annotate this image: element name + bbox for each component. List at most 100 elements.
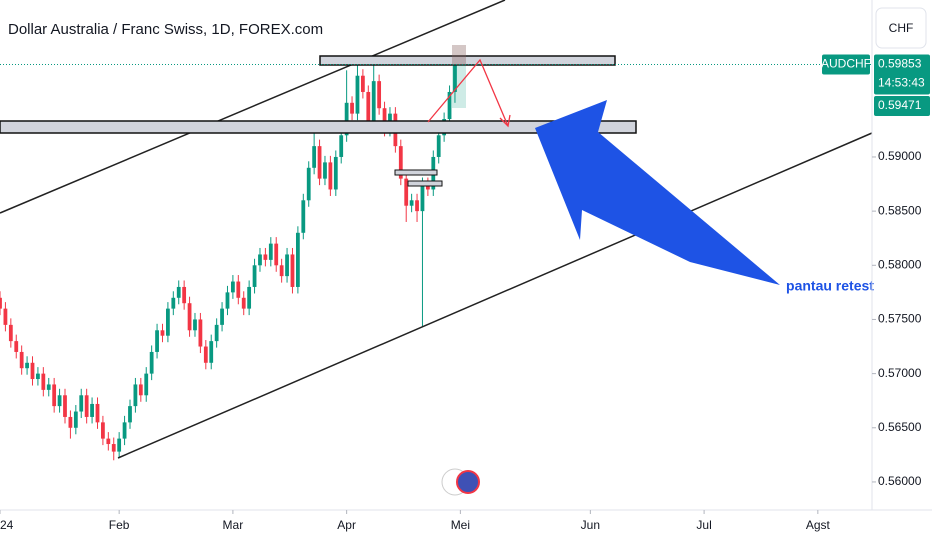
candle-body xyxy=(14,341,19,352)
currency-button-label: CHF xyxy=(889,21,914,35)
y-tick-label: 0.56500 xyxy=(878,420,922,434)
candle-body xyxy=(95,403,100,423)
candle-body xyxy=(198,319,203,347)
candle-body xyxy=(84,395,89,417)
candle-body xyxy=(128,406,132,423)
symbol-label: AUDCHF xyxy=(821,57,871,71)
candle-body xyxy=(295,232,300,287)
symbol-label-box xyxy=(822,54,870,75)
x-tick-label: Agst xyxy=(806,518,831,532)
x-tick-label: Mar xyxy=(223,518,244,532)
candle-body xyxy=(247,286,252,309)
candle-body xyxy=(166,308,170,336)
candle-body xyxy=(382,108,387,130)
price-label: 0.59471 xyxy=(878,98,922,112)
candle-body xyxy=(404,178,409,206)
candle-body xyxy=(155,330,159,352)
candle-body xyxy=(41,373,46,390)
candle-body xyxy=(149,351,154,374)
candle-body xyxy=(420,184,425,212)
candle-body xyxy=(8,324,13,342)
candle-body xyxy=(30,362,35,380)
candle-body xyxy=(117,438,122,452)
candle-body xyxy=(52,384,57,407)
candle-body xyxy=(111,444,116,452)
candle-body xyxy=(317,146,322,179)
candle-body xyxy=(328,162,333,190)
path-arrowhead xyxy=(499,114,511,128)
x-tick-label: Mei xyxy=(451,518,470,532)
candle-body xyxy=(344,102,349,136)
channel-upper xyxy=(0,0,506,214)
candle-body xyxy=(3,308,8,325)
candles xyxy=(0,59,457,461)
candle-body xyxy=(350,102,354,114)
candle-body xyxy=(436,135,441,157)
candle-body xyxy=(230,281,235,293)
candle-body xyxy=(106,438,111,445)
x-tick-label: Jun xyxy=(581,518,600,532)
candle-body xyxy=(122,422,127,439)
candle-body xyxy=(101,422,105,439)
projection-box xyxy=(452,45,466,108)
x-tick-label: 2024 xyxy=(0,518,14,532)
candle-body xyxy=(333,156,338,190)
price-label-box xyxy=(874,54,930,95)
blue-arrow xyxy=(535,100,780,285)
candle-body xyxy=(279,265,284,277)
y-tick-label: 0.58500 xyxy=(878,203,922,217)
candle-body xyxy=(209,341,214,363)
candle-body xyxy=(453,64,457,92)
candle-body xyxy=(323,162,327,179)
candle-body xyxy=(144,373,149,396)
candle-body xyxy=(268,243,273,260)
y-tick-label: 0.57500 xyxy=(878,312,922,326)
candle-body xyxy=(57,395,62,407)
annotation: pantau retest xyxy=(786,278,874,294)
candle-body xyxy=(193,319,197,331)
candle-body xyxy=(355,75,360,114)
candle-body xyxy=(73,411,78,428)
chart-title: Dollar Australia / Franc Swiss, 1D, FORE… xyxy=(8,21,323,38)
x-tick-label: Apr xyxy=(337,518,356,532)
candle-body xyxy=(19,351,24,369)
path-projection xyxy=(427,58,509,127)
y-tick-label: 0.58000 xyxy=(878,257,922,271)
candle-body xyxy=(46,384,51,390)
candle-body xyxy=(312,146,317,168)
currency-button[interactable] xyxy=(875,7,927,49)
candle-body xyxy=(258,254,262,266)
price-label: 0.59853 xyxy=(878,57,922,71)
event-icon[interactable] xyxy=(456,470,480,494)
candle-body xyxy=(425,184,430,190)
price-label-box xyxy=(874,95,930,116)
candle-body xyxy=(160,330,165,336)
candle-body xyxy=(339,135,344,157)
candle-body xyxy=(36,373,40,380)
candle-body xyxy=(236,281,241,298)
candle-body xyxy=(301,200,306,233)
candle-body xyxy=(371,81,376,125)
candle-body xyxy=(214,324,219,342)
candle-body xyxy=(79,395,84,412)
candle-body xyxy=(220,308,224,325)
candle-body xyxy=(447,91,452,120)
candle-body xyxy=(25,362,29,369)
drawings: pantau retest xyxy=(0,0,874,496)
candle-body xyxy=(241,297,246,309)
channel-lower xyxy=(117,132,873,459)
candle-body xyxy=(377,81,382,109)
candle-body xyxy=(203,346,208,363)
candle-body xyxy=(171,297,176,309)
candle-body xyxy=(285,254,289,277)
candle-body xyxy=(263,254,268,260)
supply-zone xyxy=(319,55,616,66)
candle-body xyxy=(274,243,279,266)
small-zone xyxy=(394,169,438,176)
candle-body xyxy=(306,167,311,201)
candle-body xyxy=(63,395,67,417)
small-zone xyxy=(407,180,443,187)
candle-body xyxy=(360,75,365,92)
